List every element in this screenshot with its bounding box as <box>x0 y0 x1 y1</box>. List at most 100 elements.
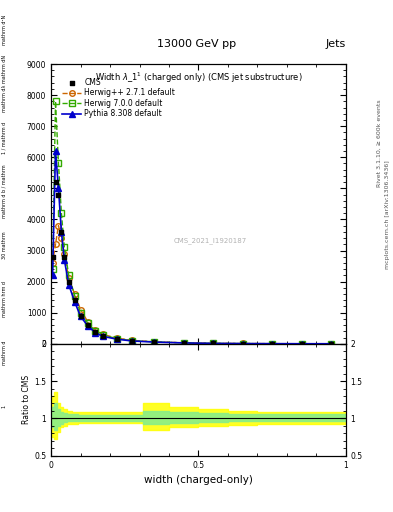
Text: 13000 GeV pp: 13000 GeV pp <box>157 38 236 49</box>
Herwig 7.0.0 default <box>66 272 71 279</box>
CMS <box>240 339 246 348</box>
Pythia 8.308 default <box>211 340 216 347</box>
Herwig 7.0.0 default <box>62 244 67 250</box>
CMS <box>52 178 59 186</box>
Text: mcplots.cern.ch [arXiv:1306.3436]: mcplots.cern.ch [arXiv:1306.3436] <box>385 161 389 269</box>
CMS <box>55 190 62 199</box>
CMS <box>77 312 84 320</box>
Herwig++ 2.7.1 default <box>50 260 55 266</box>
Herwig++ 2.7.1 default <box>62 250 67 257</box>
CMS <box>72 296 78 304</box>
Herwig 7.0.0 default <box>59 210 64 216</box>
Line: Herwig++ 2.7.1 default: Herwig++ 2.7.1 default <box>50 223 334 347</box>
Pythia 8.308 default <box>50 272 55 279</box>
Herwig 7.0.0 default <box>329 340 333 347</box>
Herwig 7.0.0 default <box>211 340 216 347</box>
Herwig 7.0.0 default <box>299 340 304 347</box>
Pythia 8.308 default <box>59 229 64 235</box>
Pythia 8.308 default <box>62 257 67 263</box>
Herwig 7.0.0 default <box>115 335 120 342</box>
Herwig++ 2.7.1 default <box>53 241 58 247</box>
Herwig++ 2.7.1 default <box>299 340 304 347</box>
X-axis label: width (charged-only): width (charged-only) <box>144 475 253 485</box>
CMS <box>99 332 106 340</box>
Herwig 7.0.0 default <box>93 328 98 334</box>
Text: mathrm d: mathrm d <box>2 340 7 365</box>
Herwig 7.0.0 default <box>270 340 275 347</box>
Line: Pythia 8.308 default: Pythia 8.308 default <box>50 148 334 347</box>
Herwig++ 2.7.1 default <box>86 319 90 325</box>
Herwig 7.0.0 default <box>241 340 245 347</box>
Legend: CMS, Herwig++ 2.7.1 default, Herwig 7.0.0 default, Pythia 8.308 default: CMS, Herwig++ 2.7.1 default, Herwig 7.0.… <box>59 75 178 121</box>
Herwig++ 2.7.1 default <box>211 340 216 346</box>
CMS <box>129 336 135 345</box>
CMS <box>181 339 187 347</box>
Herwig++ 2.7.1 default <box>130 337 134 344</box>
Herwig++ 2.7.1 default <box>182 339 186 346</box>
CMS <box>328 339 334 348</box>
Herwig 7.0.0 default <box>72 292 77 298</box>
Text: mathrm d²N: mathrm d²N <box>2 15 7 45</box>
Text: CMS_2021_I1920187: CMS_2021_I1920187 <box>174 237 247 244</box>
Pythia 8.308 default <box>53 148 58 154</box>
Pythia 8.308 default <box>86 323 90 329</box>
Herwig++ 2.7.1 default <box>241 340 245 347</box>
Pythia 8.308 default <box>115 336 120 343</box>
Pythia 8.308 default <box>72 298 77 305</box>
CMS <box>299 339 305 348</box>
Pythia 8.308 default <box>93 330 98 336</box>
Pythia 8.308 default <box>66 282 71 288</box>
Text: mathrm hrm d: mathrm hrm d <box>2 281 7 317</box>
Herwig++ 2.7.1 default <box>115 335 120 342</box>
CMS <box>269 339 275 348</box>
Pythia 8.308 default <box>182 340 186 346</box>
Text: Width $\lambda\_1^1$ (charged only) (CMS jet substructure): Width $\lambda\_1^1$ (charged only) (CMS… <box>95 71 302 86</box>
Herwig++ 2.7.1 default <box>56 223 61 229</box>
Herwig++ 2.7.1 default <box>100 331 105 337</box>
Text: Jets: Jets <box>325 38 346 49</box>
Herwig++ 2.7.1 default <box>59 235 64 241</box>
Herwig++ 2.7.1 default <box>152 338 156 345</box>
Pythia 8.308 default <box>130 338 134 344</box>
CMS <box>66 278 72 286</box>
Pythia 8.308 default <box>270 340 275 347</box>
CMS <box>151 338 157 346</box>
Pythia 8.308 default <box>100 333 105 339</box>
Herwig 7.0.0 default <box>152 339 156 345</box>
Pythia 8.308 default <box>152 339 156 345</box>
Pythia 8.308 default <box>56 185 61 191</box>
Herwig 7.0.0 default <box>56 160 61 166</box>
Herwig++ 2.7.1 default <box>72 291 77 297</box>
Y-axis label: Ratio to CMS: Ratio to CMS <box>22 375 31 424</box>
Herwig++ 2.7.1 default <box>66 275 71 282</box>
CMS <box>61 252 68 261</box>
CMS <box>92 328 99 336</box>
Herwig++ 2.7.1 default <box>93 327 98 333</box>
Text: mathrm d b / mathrm: mathrm d b / mathrm <box>2 164 7 218</box>
Text: Rivet 3.1.10, ≥ 600k events: Rivet 3.1.10, ≥ 600k events <box>377 99 382 187</box>
Pythia 8.308 default <box>241 340 245 347</box>
Herwig++ 2.7.1 default <box>329 340 333 347</box>
Text: 1: 1 <box>2 405 7 408</box>
Herwig++ 2.7.1 default <box>270 340 275 347</box>
Herwig 7.0.0 default <box>50 266 55 272</box>
Herwig 7.0.0 default <box>100 332 105 338</box>
Pythia 8.308 default <box>329 340 333 347</box>
Herwig 7.0.0 default <box>53 98 58 104</box>
CMS <box>50 252 56 261</box>
CMS <box>210 339 217 348</box>
Line: Herwig 7.0.0 default: Herwig 7.0.0 default <box>50 98 334 347</box>
Pythia 8.308 default <box>299 340 304 347</box>
CMS <box>58 228 64 236</box>
Text: mathrm dλ mathrm dN: mathrm dλ mathrm dN <box>2 55 7 113</box>
Herwig 7.0.0 default <box>182 340 186 346</box>
Herwig 7.0.0 default <box>130 337 134 344</box>
CMS <box>85 321 91 329</box>
Text: 30 mathrm: 30 mathrm <box>2 231 7 259</box>
Herwig++ 2.7.1 default <box>78 307 83 313</box>
Pythia 8.308 default <box>78 313 83 319</box>
Herwig 7.0.0 default <box>78 310 83 316</box>
Text: 1 / mathrm d: 1 / mathrm d <box>2 121 7 154</box>
Herwig 7.0.0 default <box>86 320 90 326</box>
CMS <box>114 335 121 343</box>
